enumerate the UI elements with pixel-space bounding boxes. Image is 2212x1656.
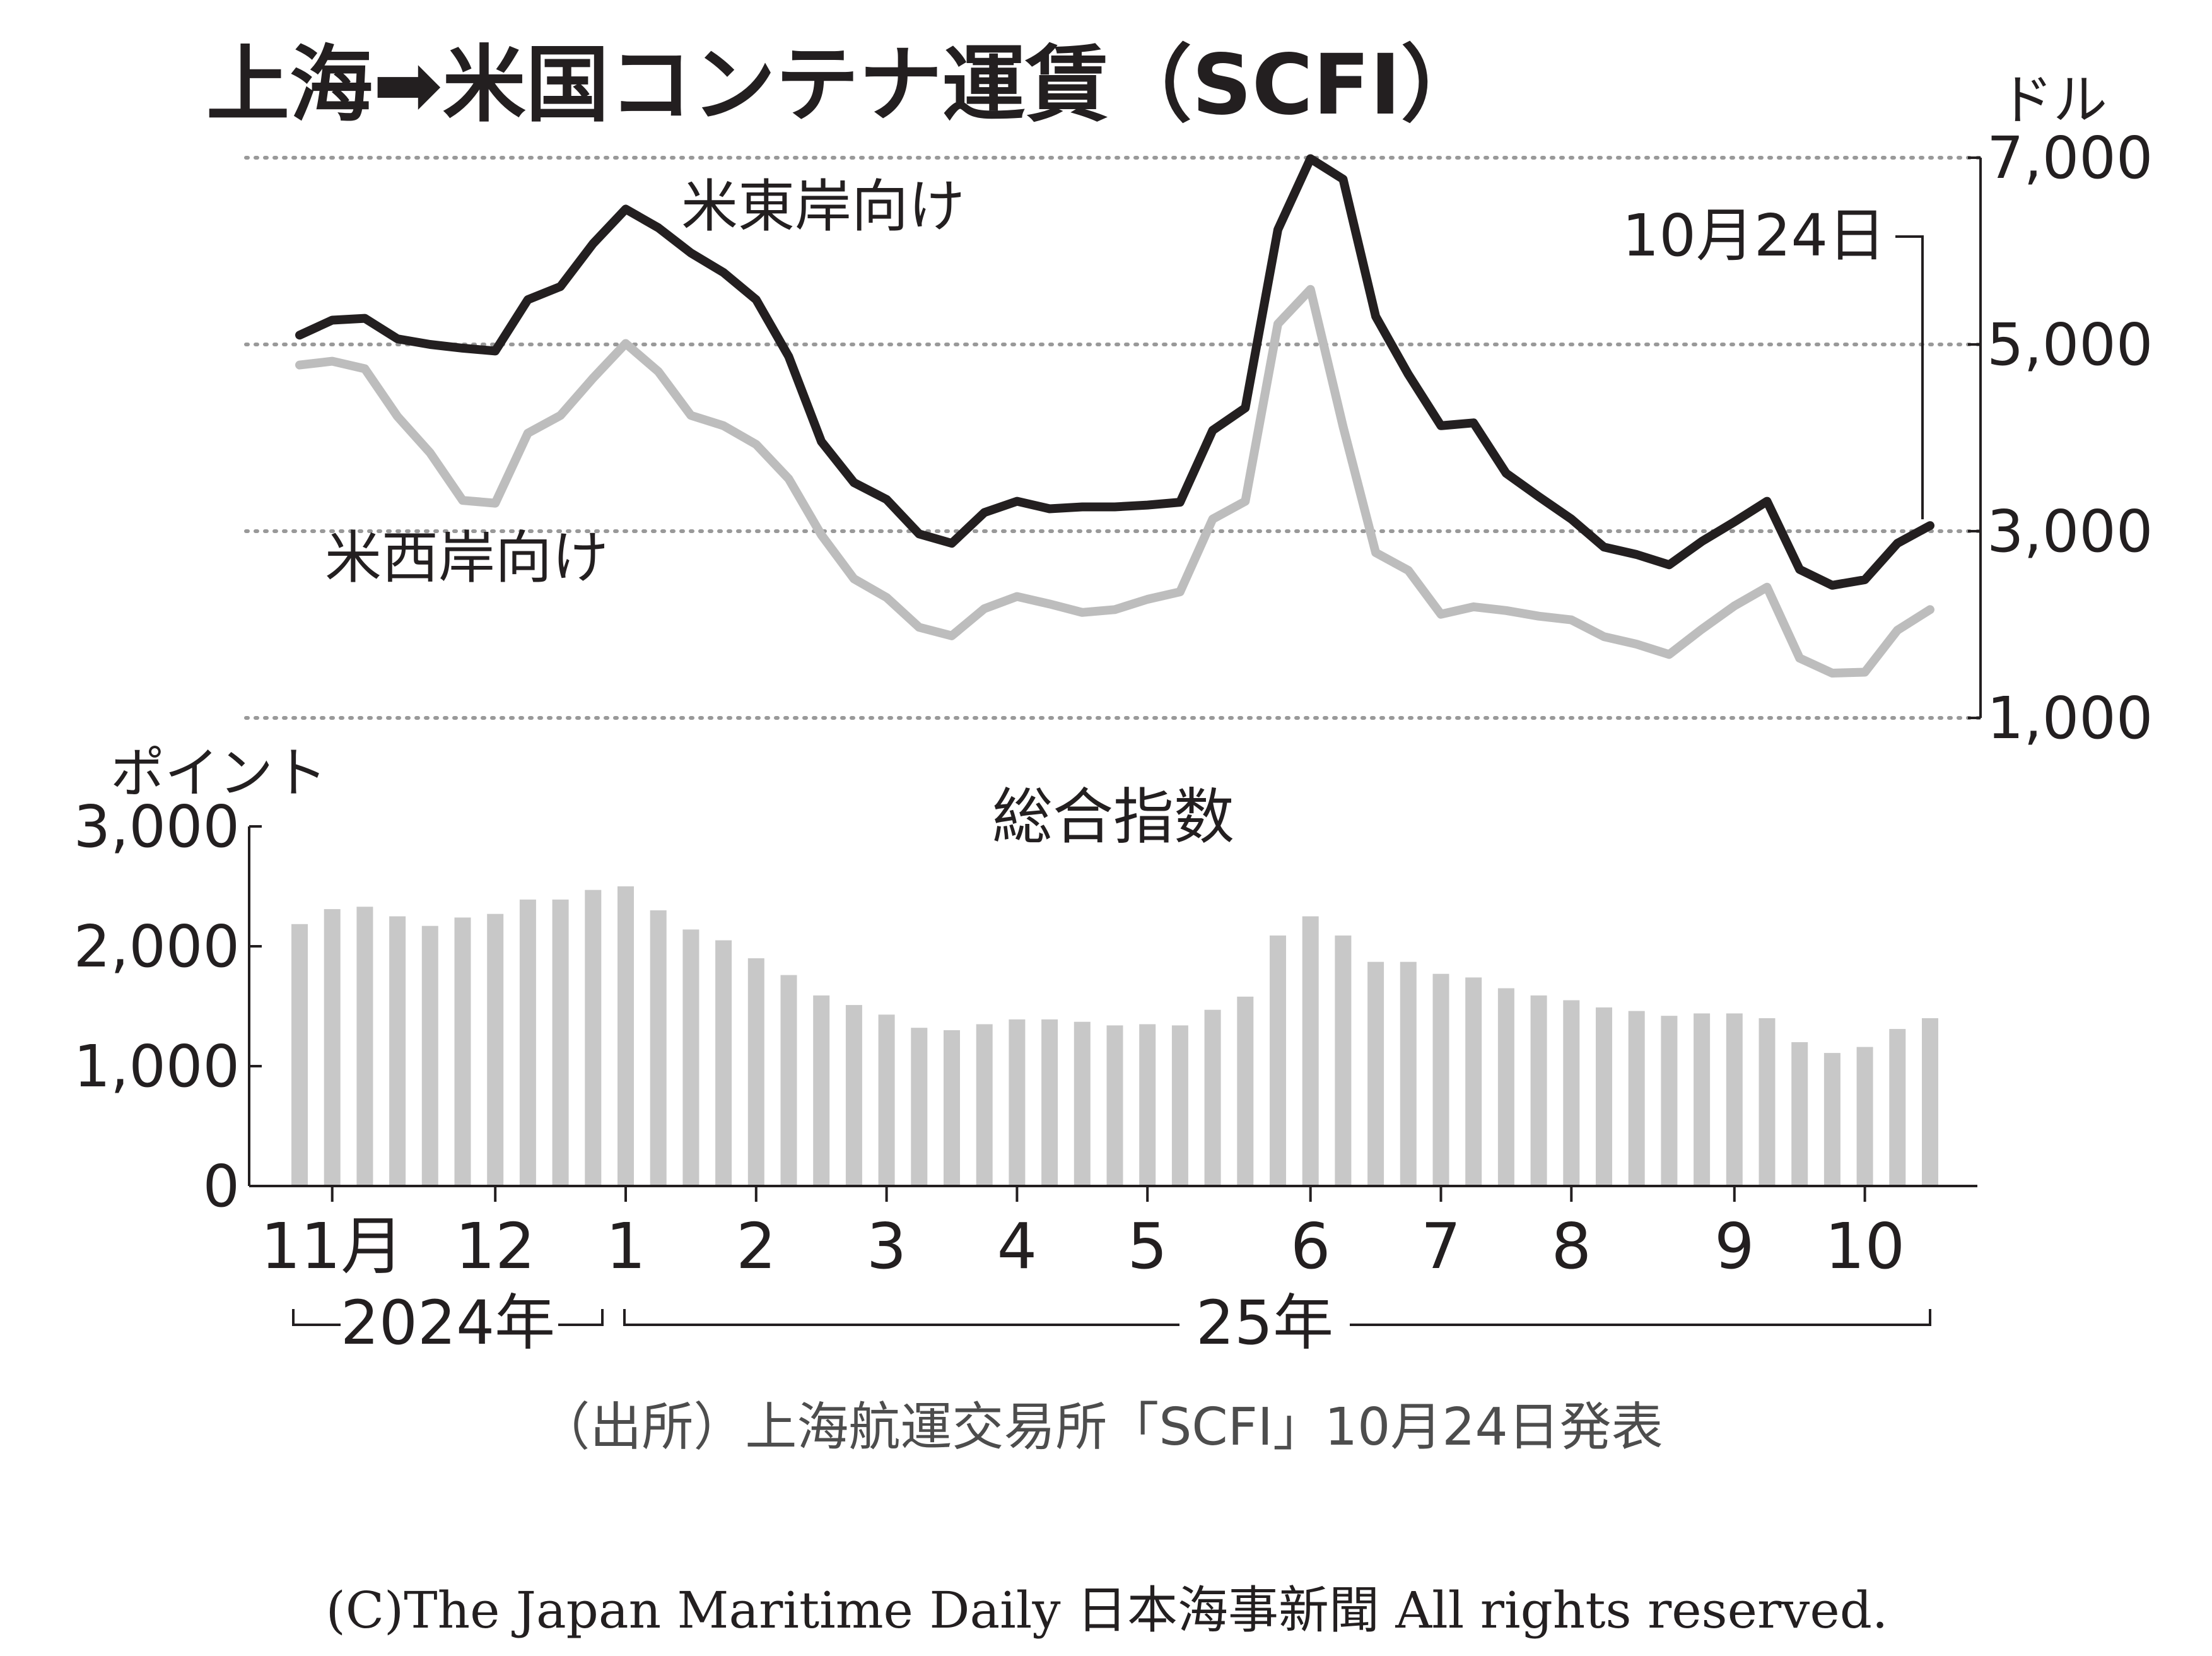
index-bar bbox=[682, 929, 699, 1186]
east-coast-line bbox=[295, 154, 1934, 590]
month-tick-label: 4 bbox=[997, 1209, 1038, 1283]
date-annotation-leader bbox=[1895, 235, 1924, 520]
index-bar bbox=[552, 899, 569, 1186]
index-bar bbox=[487, 913, 504, 1186]
top-y-tick-label: 1,000 bbox=[1987, 684, 2153, 752]
west-coast-label: 米西岸向け bbox=[325, 525, 609, 591]
index-bar bbox=[1530, 995, 1547, 1186]
month-tick-label: 10 bbox=[1825, 1209, 1905, 1283]
month-tick-label: 12 bbox=[455, 1209, 535, 1283]
index-bar bbox=[1041, 1019, 1058, 1186]
top-y-unit: ドル bbox=[1999, 69, 2107, 132]
west-coast-line bbox=[295, 285, 1934, 678]
month-tick-label: 3 bbox=[867, 1209, 907, 1283]
copyright-notice: (C)The Japan Maritime Daily 日本海事新聞 All r… bbox=[326, 1581, 1888, 1640]
index-bar bbox=[1335, 935, 1352, 1186]
index-bar bbox=[1889, 1029, 1906, 1186]
index-bar bbox=[1856, 1047, 1873, 1186]
top-y-tick-label: 5,000 bbox=[1987, 311, 2153, 379]
index-bar bbox=[1497, 988, 1514, 1186]
east-coast-label: 米東岸向け bbox=[681, 173, 965, 240]
index-bar bbox=[324, 909, 341, 1186]
month-tick-label: 6 bbox=[1290, 1209, 1331, 1283]
chart-title: 上海➡米国コンテナ運賃（SCFI） bbox=[206, 37, 1484, 134]
index-subtitle: 総合指数 bbox=[992, 782, 1234, 852]
top-y-tick-label: 7,000 bbox=[1987, 124, 2153, 192]
bottom-y-tick-label: 3,000 bbox=[74, 793, 240, 860]
index-bar bbox=[1367, 961, 1384, 1186]
month-tick-label: 9 bbox=[1714, 1209, 1755, 1283]
index-bar bbox=[1237, 996, 1254, 1186]
index-bar bbox=[747, 958, 764, 1186]
index-bar bbox=[291, 924, 308, 1186]
index-bar bbox=[1694, 1013, 1711, 1186]
month-tick-label: 1 bbox=[606, 1209, 646, 1283]
bottom-y-tick-label: 2,000 bbox=[74, 913, 240, 980]
index-bar bbox=[1302, 916, 1319, 1186]
month-tick-label: 2 bbox=[736, 1209, 776, 1283]
index-bar bbox=[911, 1028, 928, 1186]
index-bar bbox=[1204, 1009, 1221, 1186]
index-bar bbox=[1171, 1025, 1188, 1186]
index-bar bbox=[878, 1014, 895, 1186]
index-bar bbox=[585, 890, 602, 1186]
index-bar bbox=[1465, 977, 1482, 1186]
index-bar bbox=[1400, 961, 1417, 1186]
index-bar bbox=[1074, 1021, 1091, 1186]
index-bar bbox=[976, 1024, 993, 1186]
month-tick-label: 11月 bbox=[260, 1209, 404, 1283]
index-bar bbox=[845, 1005, 862, 1186]
index-bar bbox=[1139, 1024, 1156, 1186]
date-annotation: 10月24日 bbox=[1622, 202, 1886, 269]
month-tick-label: 8 bbox=[1551, 1209, 1591, 1283]
index-bar bbox=[1106, 1025, 1123, 1186]
index-bar bbox=[1791, 1042, 1808, 1186]
source-note: （出所）上海航運交易所「SCFI」10月24日発表 bbox=[538, 1397, 1663, 1457]
index-bar bbox=[454, 917, 471, 1186]
index-bar bbox=[1922, 1018, 1938, 1186]
bottom-y-ticks: 0 1,000 2,000 3,000 bbox=[74, 793, 262, 1220]
index-bar bbox=[1726, 1013, 1743, 1186]
index-bar bbox=[650, 910, 667, 1186]
bottom-y-unit: ポイント bbox=[110, 742, 327, 805]
index-bar bbox=[1758, 1018, 1776, 1186]
year-2024-bracket bbox=[292, 1309, 604, 1326]
index-bar bbox=[519, 899, 536, 1186]
index-bar bbox=[715, 940, 732, 1186]
month-tick-label: 7 bbox=[1421, 1209, 1461, 1283]
month-ticks: 11月 12 1 2 3 4 5 6 7 8 9 10 bbox=[260, 1186, 1905, 1283]
index-bar bbox=[1823, 1053, 1840, 1186]
index-bar bbox=[1661, 1016, 1678, 1186]
index-bar bbox=[813, 995, 830, 1186]
index-bars bbox=[291, 886, 1938, 1186]
year-2025-bracket bbox=[623, 1309, 1931, 1326]
index-bar bbox=[617, 886, 634, 1186]
index-bar bbox=[780, 975, 797, 1186]
index-bar bbox=[421, 925, 438, 1186]
index-bar bbox=[1628, 1011, 1645, 1186]
bottom-y-tick-label: 1,000 bbox=[74, 1033, 240, 1100]
index-bar bbox=[1596, 1007, 1612, 1186]
index-bar bbox=[1270, 935, 1286, 1186]
bottom-y-tick-label: 0 bbox=[202, 1153, 240, 1220]
month-tick-label: 5 bbox=[1127, 1209, 1167, 1283]
index-bar bbox=[1009, 1019, 1026, 1186]
index-bar bbox=[356, 907, 373, 1186]
index-bar bbox=[1563, 1000, 1580, 1186]
index-bar bbox=[389, 916, 406, 1186]
index-bar bbox=[1432, 973, 1449, 1186]
top-y-tick-label: 3,000 bbox=[1987, 498, 2153, 565]
year-2024-label: 2024年 bbox=[341, 1288, 555, 1358]
year-2025-label: 25年 bbox=[1196, 1288, 1333, 1358]
index-bar bbox=[944, 1030, 960, 1186]
top-y-ticks: 1,000 3,000 5,000 7,000 bbox=[1968, 124, 2153, 752]
